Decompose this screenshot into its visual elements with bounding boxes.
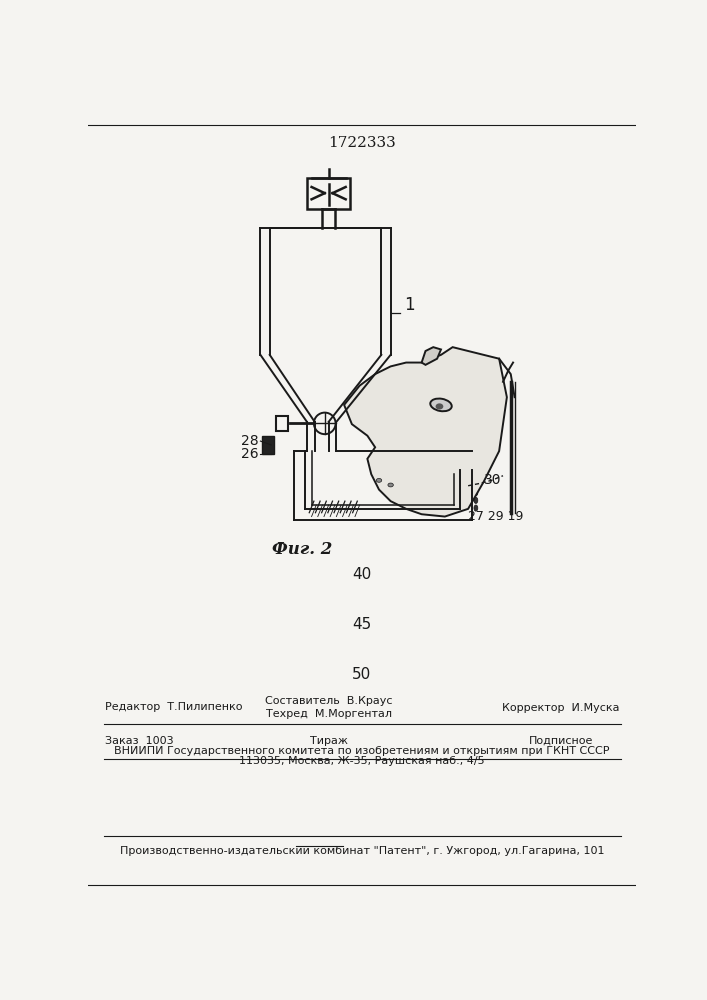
Bar — [276, 416, 288, 431]
Text: 50: 50 — [352, 667, 372, 682]
Bar — [446, 470, 460, 493]
Ellipse shape — [376, 478, 382, 482]
Ellipse shape — [431, 399, 452, 411]
Text: Техред  М.Моргентал: Техред М.Моргентал — [266, 709, 392, 719]
Text: 45: 45 — [352, 617, 372, 632]
Text: 26: 26 — [241, 447, 259, 461]
Text: 1: 1 — [404, 296, 414, 314]
Ellipse shape — [474, 497, 478, 503]
Text: Подписное: Подписное — [529, 736, 593, 746]
PathPatch shape — [421, 347, 441, 365]
Text: 113035, Москва, Ж-35, Раушская наб., 4/5: 113035, Москва, Ж-35, Раушская наб., 4/5 — [239, 756, 485, 766]
Text: Редактор  Т.Пилипенко: Редактор Т.Пилипенко — [105, 702, 243, 712]
PathPatch shape — [344, 347, 507, 517]
Ellipse shape — [474, 482, 478, 488]
Text: 28: 28 — [241, 434, 259, 448]
Text: Производственно-издательский комбинат "Патент", г. Ужгород, ул.Гагарина, 101: Производственно-издательский комбинат "П… — [119, 846, 604, 856]
Bar — [307, 178, 351, 209]
Text: Тираж: Тираж — [310, 736, 348, 746]
Ellipse shape — [474, 505, 478, 511]
Ellipse shape — [474, 474, 478, 480]
Ellipse shape — [474, 466, 478, 473]
Text: 40: 40 — [352, 567, 372, 582]
Text: 30: 30 — [484, 473, 501, 487]
Bar — [449, 473, 458, 487]
Ellipse shape — [388, 483, 393, 487]
Bar — [262, 436, 274, 454]
Text: Составитель  В.Краус: Составитель В.Краус — [265, 696, 392, 706]
Text: ВНИИПИ Государственного комитета по изобретениям и открытиям при ГКНТ СССР: ВНИИПИ Государственного комитета по изоб… — [115, 746, 609, 756]
Text: Корректор  И.Муска: Корректор И.Муска — [503, 703, 620, 713]
Text: Заказ  1003: Заказ 1003 — [105, 736, 174, 746]
Text: Фиг. 2: Фиг. 2 — [272, 541, 332, 558]
Text: 1722333: 1722333 — [328, 136, 396, 150]
Ellipse shape — [474, 490, 478, 496]
Text: 27 29 19: 27 29 19 — [468, 510, 523, 523]
Ellipse shape — [436, 403, 443, 410]
